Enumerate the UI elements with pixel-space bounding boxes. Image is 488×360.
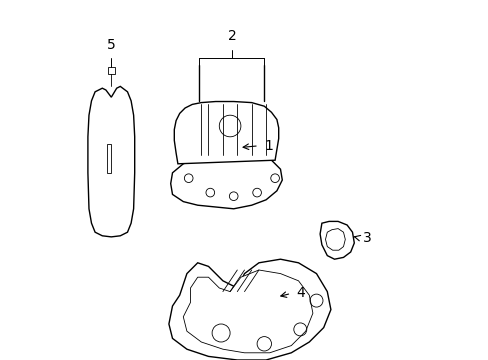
Polygon shape — [170, 151, 282, 209]
Polygon shape — [88, 86, 134, 237]
Text: 5: 5 — [107, 38, 116, 52]
Polygon shape — [168, 259, 330, 360]
Text: 3: 3 — [363, 231, 371, 244]
Text: 1: 1 — [264, 139, 273, 153]
Polygon shape — [174, 102, 278, 164]
Polygon shape — [320, 221, 354, 259]
Polygon shape — [183, 270, 312, 353]
Text: 2: 2 — [227, 29, 236, 43]
Text: 4: 4 — [296, 287, 305, 300]
Polygon shape — [325, 229, 345, 250]
